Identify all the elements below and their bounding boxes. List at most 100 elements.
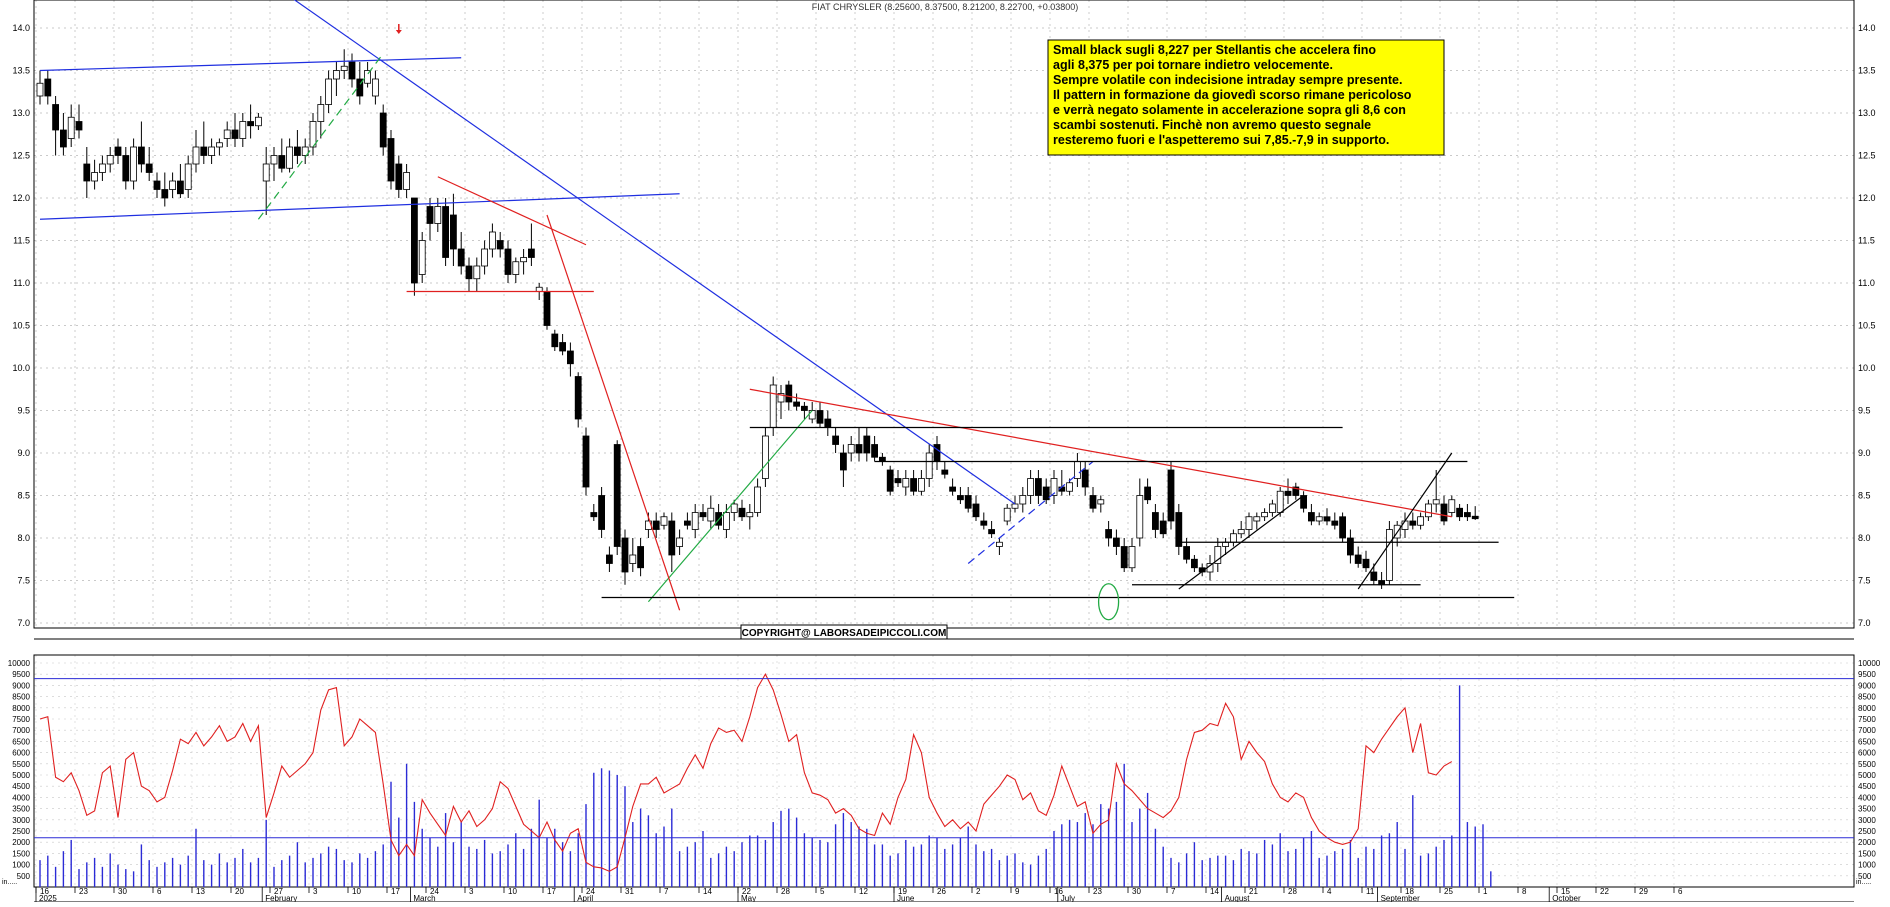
candle-up (1401, 520, 1409, 530)
chart-title: FIAT CHRYSLER (8.25600, 8.37500, 8.21200… (812, 2, 1078, 12)
date-day-label: 22 (1600, 887, 1609, 896)
volume-tick-label-right: 1000 (1858, 861, 1876, 870)
candle-down (60, 129, 67, 148)
candle-up (1214, 546, 1222, 564)
date-month-label: May (741, 894, 756, 902)
red-trendline (437, 176, 587, 246)
volume-tick-label-right: 3000 (1858, 816, 1876, 825)
date-day-label: 21 (1249, 887, 1258, 896)
annotation-line: Sempre volatile con indecisione intraday… (1053, 73, 1402, 87)
candle-down (1089, 495, 1097, 509)
volume-tick-label-left: 1500 (12, 849, 30, 858)
date-day-label: 23 (79, 887, 88, 896)
price-tick-label-left: 10.5 (12, 321, 30, 331)
candle-up (106, 155, 114, 165)
candle-up (332, 70, 340, 80)
candle-down (1471, 515, 1479, 520)
candle-down (621, 537, 629, 573)
candle-down (886, 469, 894, 492)
candle-up (925, 452, 933, 479)
candle-down (1159, 520, 1167, 535)
candle-down (964, 495, 972, 509)
candle-up (340, 65, 348, 71)
candle-down (278, 155, 286, 169)
volume-line-series (39, 673, 1453, 872)
candle-down (161, 189, 169, 199)
green-trendline (647, 410, 813, 603)
price-tick-label-right: 10.5 (1858, 321, 1876, 331)
candle-down (1370, 571, 1378, 581)
candle-up (1237, 529, 1245, 535)
candle-down (801, 405, 808, 411)
candle-up (1269, 503, 1276, 513)
candle-up (36, 82, 44, 97)
date-day-label: 29 (1639, 887, 1648, 896)
candle-up (1425, 503, 1432, 518)
volume-tick-label-left: 2000 (12, 838, 30, 847)
candle-down (504, 248, 512, 275)
price-gridlines (34, 0, 1854, 628)
volume-tick-label-left: 4500 (12, 782, 30, 791)
annotation-line: Il pattern in formazione da giovedì scor… (1053, 88, 1412, 102)
chart-markers (395, 24, 1120, 621)
price-candles (36, 49, 1479, 589)
date-month-label: 2025 (39, 894, 57, 902)
date-month-label: April (577, 894, 593, 902)
price-tick-label-left: 8.5 (17, 491, 30, 501)
candle-up (691, 512, 699, 530)
candle-up (730, 503, 738, 513)
candle-down (1081, 469, 1089, 488)
date-day-label: 27 (274, 887, 283, 896)
date-day-label: 24 (586, 887, 595, 896)
candle-down (410, 197, 418, 284)
candle-down (832, 435, 839, 445)
date-day-label: 16 (1054, 887, 1063, 896)
date-day-label: 18 (1405, 887, 1414, 896)
candle-up (1315, 516, 1323, 522)
candle-up (418, 240, 426, 275)
price-tick-label-right: 11.5 (1858, 236, 1875, 246)
volume-y-axis: 500 500 1000 1000 1500 1500 2000 2000 2500 2500 30… (8, 659, 1881, 881)
candle-up (309, 121, 317, 148)
candle-down (957, 495, 964, 501)
candle-up (1003, 507, 1011, 522)
price-tick-label-right: 13.0 (1858, 108, 1876, 118)
price-tick-label-right: 10.0 (1858, 363, 1876, 373)
volume-bars (39, 685, 1492, 887)
candle-down (1456, 507, 1463, 518)
price-tick-label-left: 7.0 (17, 618, 30, 628)
candle-up (535, 286, 543, 292)
volume-tick-label-right: 8000 (1858, 704, 1876, 713)
candle-down (465, 265, 473, 280)
date-month-label: July (1061, 894, 1075, 902)
candle-up (1128, 546, 1136, 569)
candle-up (473, 265, 481, 280)
black-trendline (1357, 452, 1453, 590)
candle-down (551, 333, 559, 348)
candle-down (1339, 516, 1346, 539)
price-tick-label-right: 8.0 (1858, 533, 1871, 543)
volume-tick-label-right: 7000 (1858, 726, 1876, 735)
date-day-label: 7 (664, 887, 669, 896)
candle-down (606, 554, 613, 564)
candle-down (793, 401, 800, 407)
candle-down (949, 486, 956, 492)
candle-up (1245, 516, 1253, 530)
candle-up (1253, 516, 1261, 522)
candle-down (137, 146, 145, 165)
price-tick-label-right: 8.5 (1858, 491, 1871, 501)
candle-up (223, 129, 231, 139)
volume-tick-label-left: 6000 (12, 749, 30, 758)
volume-tick-label-right: 10000 (1858, 659, 1881, 668)
candle-down (44, 78, 52, 97)
candle-up (902, 478, 910, 488)
candle-down (1284, 490, 1292, 496)
blue-trendline (39, 57, 462, 72)
candle-up (629, 554, 637, 564)
price-tick-label-left: 12.0 (12, 193, 30, 203)
date-day-label: 6 (1678, 887, 1683, 896)
volume-tick-label-left: 1000 (12, 861, 30, 870)
green-ellipse-marker (1097, 583, 1120, 621)
candle-down (559, 342, 566, 352)
volume-tick-label-right: 7500 (1858, 715, 1876, 724)
